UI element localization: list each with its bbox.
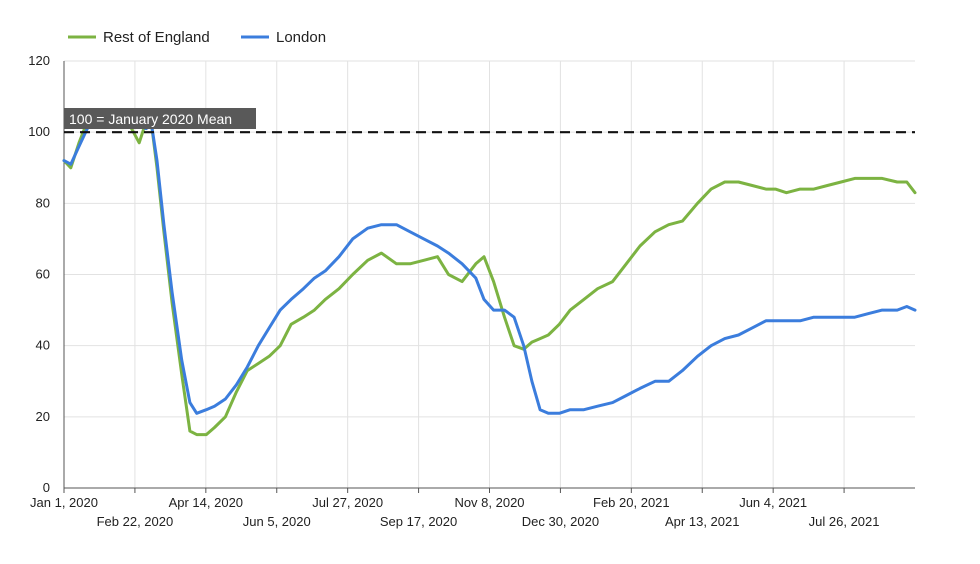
series-line-london: [62, 116, 917, 415]
x-tick-label: Jan 1, 2020: [30, 495, 98, 510]
axes: 0 20 40 60 80 100 120 Jan 1, 2020 Feb 22, 2020 Ap…: [28, 53, 915, 529]
x-tick-label: Jun 5, 2020: [243, 514, 311, 529]
reference-label-background: [64, 108, 256, 129]
legend-label-london: London: [276, 29, 326, 46]
x-tick-label: Apr 14, 2020: [169, 495, 243, 510]
y-tick-label: 0: [43, 480, 50, 495]
legend: Rest of England London: [68, 29, 326, 46]
x-tick-label: Feb 20, 2021: [593, 495, 670, 510]
x-tick-label: Jul 27, 2020: [312, 495, 383, 510]
y-tick-label: 80: [36, 195, 50, 210]
x-tick-label: Dec 30, 2020: [522, 514, 599, 529]
x-tick-label: Jun 4, 2021: [739, 495, 807, 510]
x-tick-label: Feb 22, 2020: [97, 514, 174, 529]
y-tick-label: 40: [36, 338, 50, 353]
x-tick-label: Nov 8, 2020: [454, 495, 524, 510]
x-tick-label: Apr 13, 2021: [665, 514, 739, 529]
reference-line-group: 100 = January 2020 Mean: [64, 108, 915, 134]
y-tick-label: 120: [28, 53, 50, 68]
x-tick-label: Jul 26, 2021: [809, 514, 880, 529]
y-tick-label: 100: [28, 124, 50, 139]
series-lines: [62, 109, 917, 437]
reference-label: 100 = January 2020 Mean: [69, 111, 232, 127]
y-tick-label: 20: [36, 409, 50, 424]
y-tick-label: 60: [36, 267, 50, 282]
legend-label-rest-of-england: Rest of England: [103, 29, 210, 46]
x-tick-label: Sep 17, 2020: [380, 514, 457, 529]
